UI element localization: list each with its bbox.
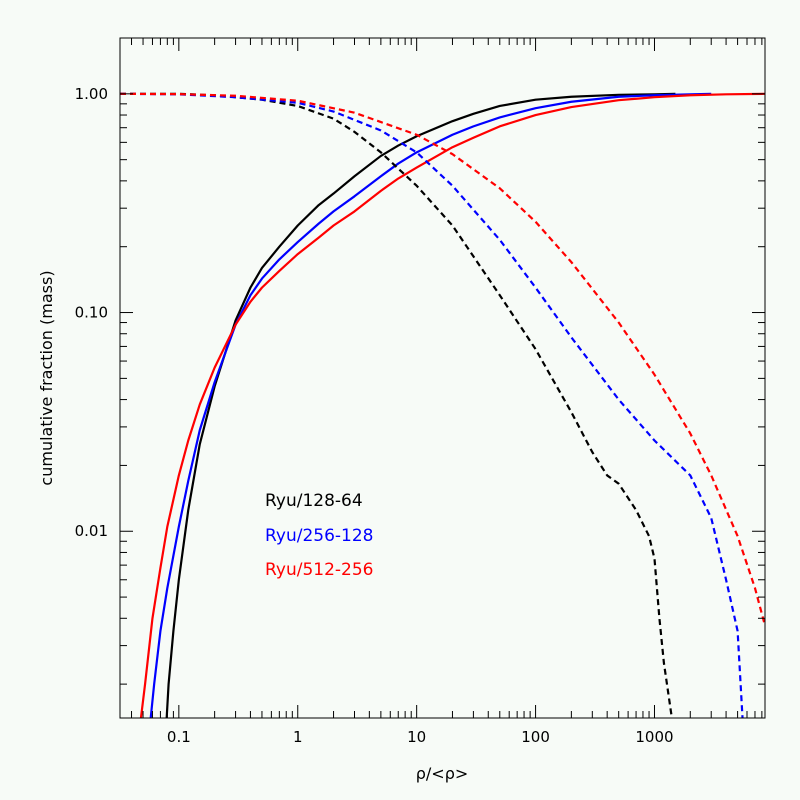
series-line-dashed-5 <box>120 92 765 626</box>
series-line-solid-1 <box>149 92 712 718</box>
x-tick-label: 100 <box>521 728 550 746</box>
x-tick-label: 10 <box>407 728 426 746</box>
label-layer: 0.1 1 10 100 1000 0.01 0.10 1.00 <box>75 85 674 746</box>
tick-layer <box>120 38 765 718</box>
series-line-solid-0 <box>165 92 676 718</box>
x-tick-label: 0.1 <box>167 728 191 746</box>
y-tick-label: 0.10 <box>75 304 108 322</box>
series-layer <box>120 92 765 718</box>
y-axis-title: cumulative fraction (mass) <box>37 270 56 485</box>
series-line-dashed-4 <box>120 92 744 718</box>
x-axis-title: ρ/<ρ> <box>416 764 469 783</box>
legend-label-ryu-128-64: Ryu/128-64 <box>265 491 363 511</box>
legend: Ryu/128-64 Ryu/256-128 Ryu/512-256 <box>265 491 373 580</box>
legend-label-ryu-256-128: Ryu/256-128 <box>265 526 373 546</box>
series-line-dashed-3 <box>120 92 673 718</box>
x-tick-label: 1000 <box>635 728 673 746</box>
x-tick-label: 1 <box>293 728 303 746</box>
series-line-solid-2 <box>139 92 765 718</box>
legend-label-ryu-512-256: Ryu/512-256 <box>265 560 373 580</box>
y-tick-label: 1.00 <box>75 85 108 103</box>
y-tick-label: 0.01 <box>75 522 108 540</box>
